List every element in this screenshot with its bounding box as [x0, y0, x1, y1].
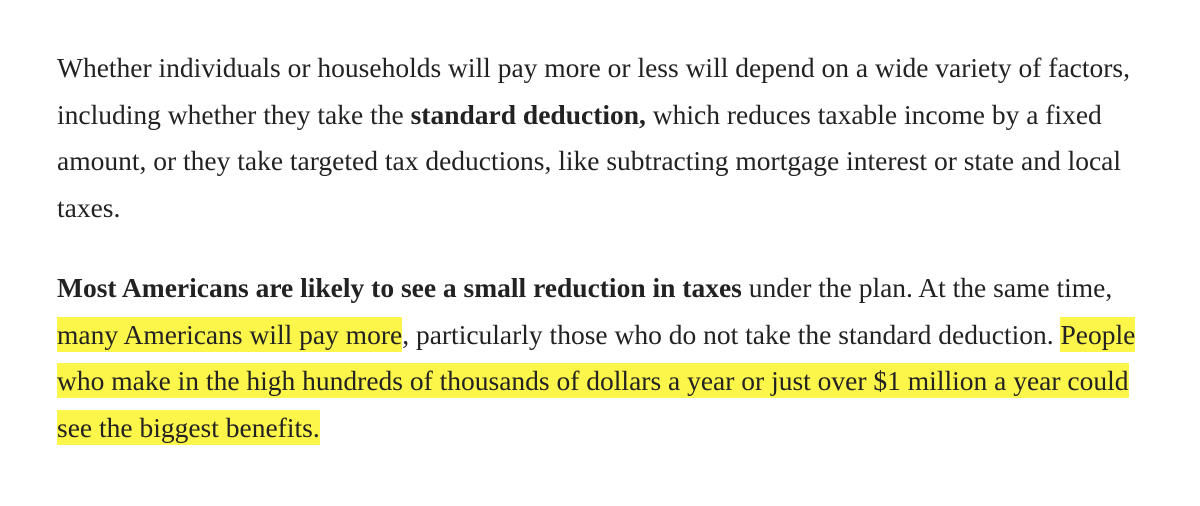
bold-text: Most Americans are likely to see a small…	[57, 272, 742, 303]
text-run: Whether individuals or households will p…	[57, 52, 1130, 130]
paragraph: Most Americans are likely to see a small…	[57, 265, 1155, 451]
paragraph: Whether individuals or households will p…	[57, 45, 1155, 231]
text-run: , particularly those who do not take the…	[402, 318, 1061, 350]
article-body: Whether individuals or households will p…	[57, 45, 1155, 485]
text-run: which reduces taxable income by a fixed …	[57, 98, 1122, 223]
bold-text: standard deduction,	[410, 98, 646, 130]
text-run: under the plan. At the same time,	[741, 272, 1113, 303]
highlighted-text: many Americans will pay more	[57, 316, 403, 352]
